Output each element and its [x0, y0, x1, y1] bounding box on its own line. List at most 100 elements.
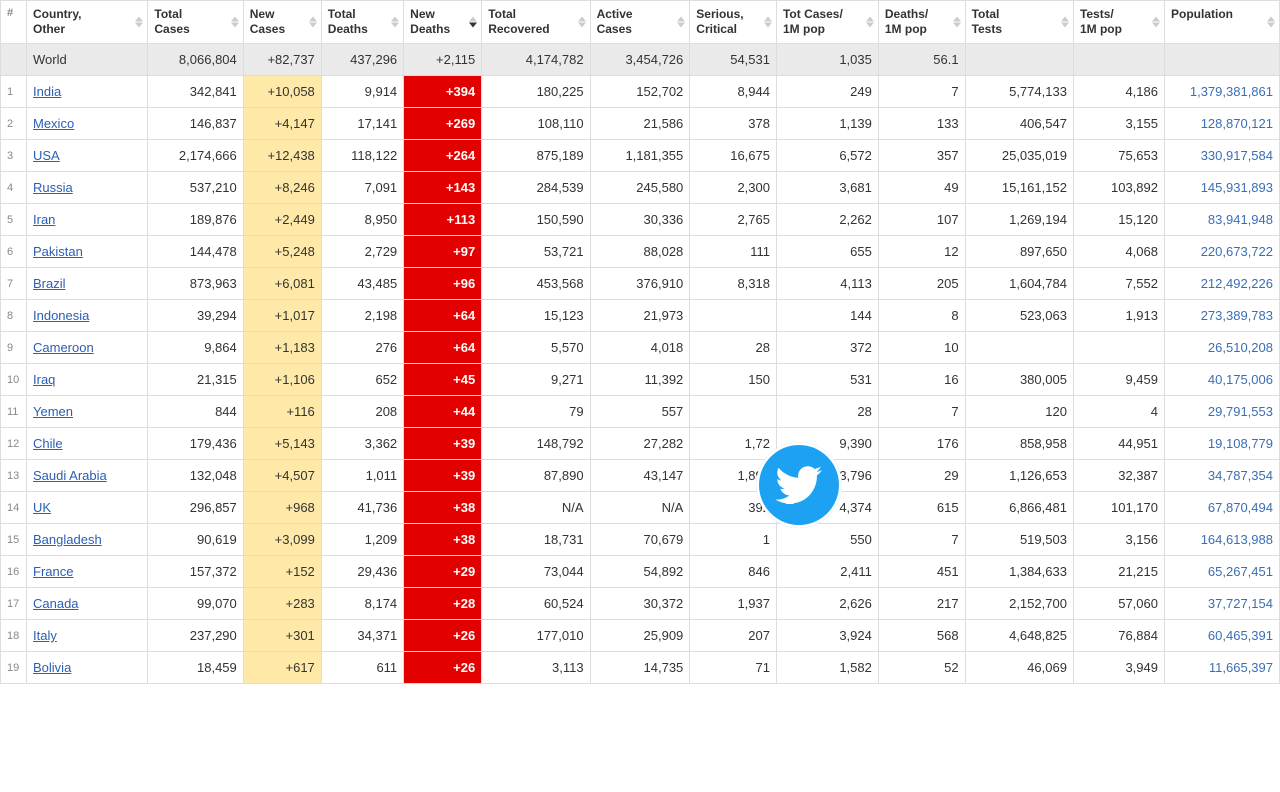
- cell-totalTests: 25,035,019: [965, 140, 1073, 172]
- col-header-deathsPer1M[interactable]: Deaths/1M pop: [878, 1, 965, 44]
- cell-serious: 846: [690, 556, 777, 588]
- col-header-casesPer1M[interactable]: Tot Cases/1M pop: [776, 1, 878, 44]
- cell-totalCases: 237,290: [148, 620, 243, 652]
- cell-newCases: +10,058: [243, 76, 321, 108]
- cell-population: 67,870,494: [1164, 492, 1279, 524]
- cell-testsPer1M: 76,884: [1073, 620, 1164, 652]
- cell-newCases: +12,438: [243, 140, 321, 172]
- country-link[interactable]: USA: [33, 148, 60, 163]
- cell-testsPer1M: [1073, 44, 1164, 76]
- cell-activeCases: 245,580: [590, 172, 690, 204]
- cell-totalDeaths: 3,362: [321, 428, 403, 460]
- sort-icon[interactable]: [677, 17, 685, 28]
- cell-totalDeaths: 41,736: [321, 492, 403, 524]
- col-header-newDeaths[interactable]: NewDeaths: [404, 1, 482, 44]
- col-header-totalRecovered[interactable]: TotalRecovered: [482, 1, 590, 44]
- col-header-country[interactable]: Country,Other: [27, 1, 148, 44]
- cell-testsPer1M: 1,913: [1073, 300, 1164, 332]
- cell-totalRecovered: N/A: [482, 492, 590, 524]
- row-index: 2: [1, 108, 27, 140]
- sort-icon[interactable]: [309, 17, 317, 28]
- cell-totalDeaths: 8,174: [321, 588, 403, 620]
- col-header-totalTests[interactable]: TotalTests: [965, 1, 1073, 44]
- cell-testsPer1M: 7,552: [1073, 268, 1164, 300]
- sort-icon[interactable]: [135, 17, 143, 28]
- country-link[interactable]: France: [33, 564, 73, 579]
- sort-icon[interactable]: [469, 17, 477, 28]
- sort-icon[interactable]: [578, 17, 586, 28]
- cell-totalTests: 120: [965, 396, 1073, 428]
- sort-icon[interactable]: [1267, 17, 1275, 28]
- sort-icon[interactable]: [231, 17, 239, 28]
- cell-population: 65,267,451: [1164, 556, 1279, 588]
- col-header-totalDeaths[interactable]: TotalDeaths: [321, 1, 403, 44]
- cell-totalTests: 1,269,194: [965, 204, 1073, 236]
- cell-totalRecovered: 4,174,782: [482, 44, 590, 76]
- country-link[interactable]: Italy: [33, 628, 57, 643]
- cell-casesPer1M: 372: [776, 332, 878, 364]
- col-header-newCases[interactable]: NewCases: [243, 1, 321, 44]
- cell-totalDeaths: 7,091: [321, 172, 403, 204]
- cell-activeCases: 21,586: [590, 108, 690, 140]
- sort-icon[interactable]: [1061, 17, 1069, 28]
- row-index: 6: [1, 236, 27, 268]
- table-row: 17Canada99,070+2838,174+2860,52430,3721,…: [1, 588, 1280, 620]
- cell-population: 37,727,154: [1164, 588, 1279, 620]
- cell-newDeaths: +39: [404, 460, 482, 492]
- cell-testsPer1M: 44,951: [1073, 428, 1164, 460]
- country-link[interactable]: Chile: [33, 436, 63, 451]
- sort-icon[interactable]: [391, 17, 399, 28]
- country-link[interactable]: Pakistan: [33, 244, 83, 259]
- col-header-testsPer1M[interactable]: Tests/1M pop: [1073, 1, 1164, 44]
- cell-testsPer1M: 15,120: [1073, 204, 1164, 236]
- table-row: 10Iraq21,315+1,106652+459,27111,39215053…: [1, 364, 1280, 396]
- country-link[interactable]: Mexico: [33, 116, 74, 131]
- cell-totalRecovered: 15,123: [482, 300, 590, 332]
- cell-totalRecovered: 9,271: [482, 364, 590, 396]
- col-header-totalCases[interactable]: TotalCases: [148, 1, 243, 44]
- country-link[interactable]: Indonesia: [33, 308, 89, 323]
- col-header-activeCases[interactable]: ActiveCases: [590, 1, 690, 44]
- country-link[interactable]: Bangladesh: [33, 532, 102, 547]
- col-header-serious[interactable]: Serious,Critical: [690, 1, 777, 44]
- country-link[interactable]: Saudi Arabia: [33, 468, 107, 483]
- cell-serious: 54,531: [690, 44, 777, 76]
- cell-totalDeaths: 2,198: [321, 300, 403, 332]
- sort-icon[interactable]: [764, 17, 772, 28]
- table-row: 2Mexico146,837+4,14717,141+269108,11021,…: [1, 108, 1280, 140]
- world-label: World: [27, 44, 148, 76]
- cell-totalCases: 2,174,666: [148, 140, 243, 172]
- country-link[interactable]: Iran: [33, 212, 55, 227]
- table-row: 16France157,372+15229,436+2973,04454,892…: [1, 556, 1280, 588]
- cell-casesPer1M: 2,262: [776, 204, 878, 236]
- cell-totalRecovered: 177,010: [482, 620, 590, 652]
- country-link[interactable]: Brazil: [33, 276, 66, 291]
- row-index: 13: [1, 460, 27, 492]
- country-link[interactable]: Cameroon: [33, 340, 94, 355]
- cell-newCases: +1,183: [243, 332, 321, 364]
- country-link[interactable]: Bolivia: [33, 660, 71, 675]
- country-link[interactable]: UK: [33, 500, 51, 515]
- country-link[interactable]: Canada: [33, 596, 79, 611]
- cell-totalRecovered: 5,570: [482, 332, 590, 364]
- cell-serious: 378: [690, 108, 777, 140]
- cell-newCases: +5,143: [243, 428, 321, 460]
- col-header-idx[interactable]: #: [1, 1, 27, 44]
- sort-icon[interactable]: [1152, 17, 1160, 28]
- country-link[interactable]: Yemen: [33, 404, 73, 419]
- cell-totalDeaths: 652: [321, 364, 403, 396]
- cell-testsPer1M: 3,156: [1073, 524, 1164, 556]
- cell-activeCases: 3,454,726: [590, 44, 690, 76]
- table-row: 3USA2,174,666+12,438118,122+264875,1891,…: [1, 140, 1280, 172]
- sort-icon[interactable]: [866, 17, 874, 28]
- cell-deathsPer1M: 205: [878, 268, 965, 300]
- country-link[interactable]: Russia: [33, 180, 73, 195]
- country-link[interactable]: Iraq: [33, 372, 55, 387]
- cell-newCases: +4,147: [243, 108, 321, 140]
- table-row: 19Bolivia18,459+617611+263,11314,735711,…: [1, 652, 1280, 684]
- col-header-population[interactable]: Population: [1164, 1, 1279, 44]
- country-link[interactable]: India: [33, 84, 61, 99]
- sort-icon[interactable]: [953, 17, 961, 28]
- cell-newDeaths: +29: [404, 556, 482, 588]
- cell-testsPer1M: 4,186: [1073, 76, 1164, 108]
